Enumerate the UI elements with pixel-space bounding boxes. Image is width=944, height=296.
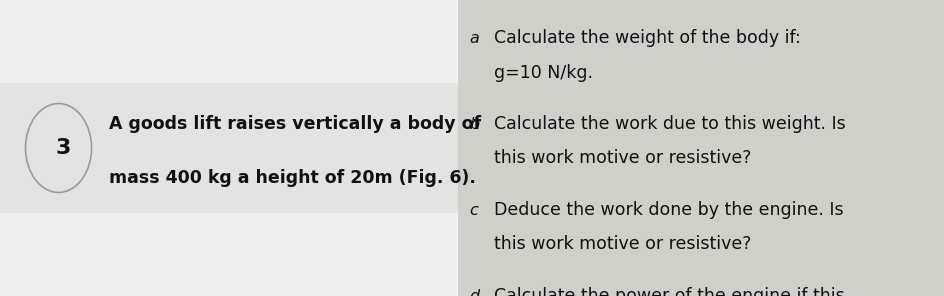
Text: Calculate the power of the engine if this: Calculate the power of the engine if thi… xyxy=(494,287,845,296)
Text: d: d xyxy=(469,289,480,296)
Bar xyxy=(0,83,458,213)
Text: Deduce the work done by the engine. Is: Deduce the work done by the engine. Is xyxy=(494,201,843,219)
Text: this work motive or resistive?: this work motive or resistive? xyxy=(494,149,751,167)
Text: 3: 3 xyxy=(56,138,71,158)
Text: Calculate the weight of the body if:: Calculate the weight of the body if: xyxy=(494,30,801,47)
Text: c: c xyxy=(469,203,478,218)
Text: Calculate the work due to this weight. Is: Calculate the work due to this weight. I… xyxy=(494,115,846,133)
Text: A goods lift raises vertically a body of: A goods lift raises vertically a body of xyxy=(109,115,480,133)
Text: this work motive or resistive?: this work motive or resistive? xyxy=(494,235,751,253)
Text: mass 400 kg a height of 20m (Fig. 6).: mass 400 kg a height of 20m (Fig. 6). xyxy=(109,169,476,186)
Bar xyxy=(458,0,944,296)
Text: g=10 N/kg.: g=10 N/kg. xyxy=(494,64,593,81)
Text: b: b xyxy=(469,117,480,132)
Text: a: a xyxy=(469,31,479,46)
